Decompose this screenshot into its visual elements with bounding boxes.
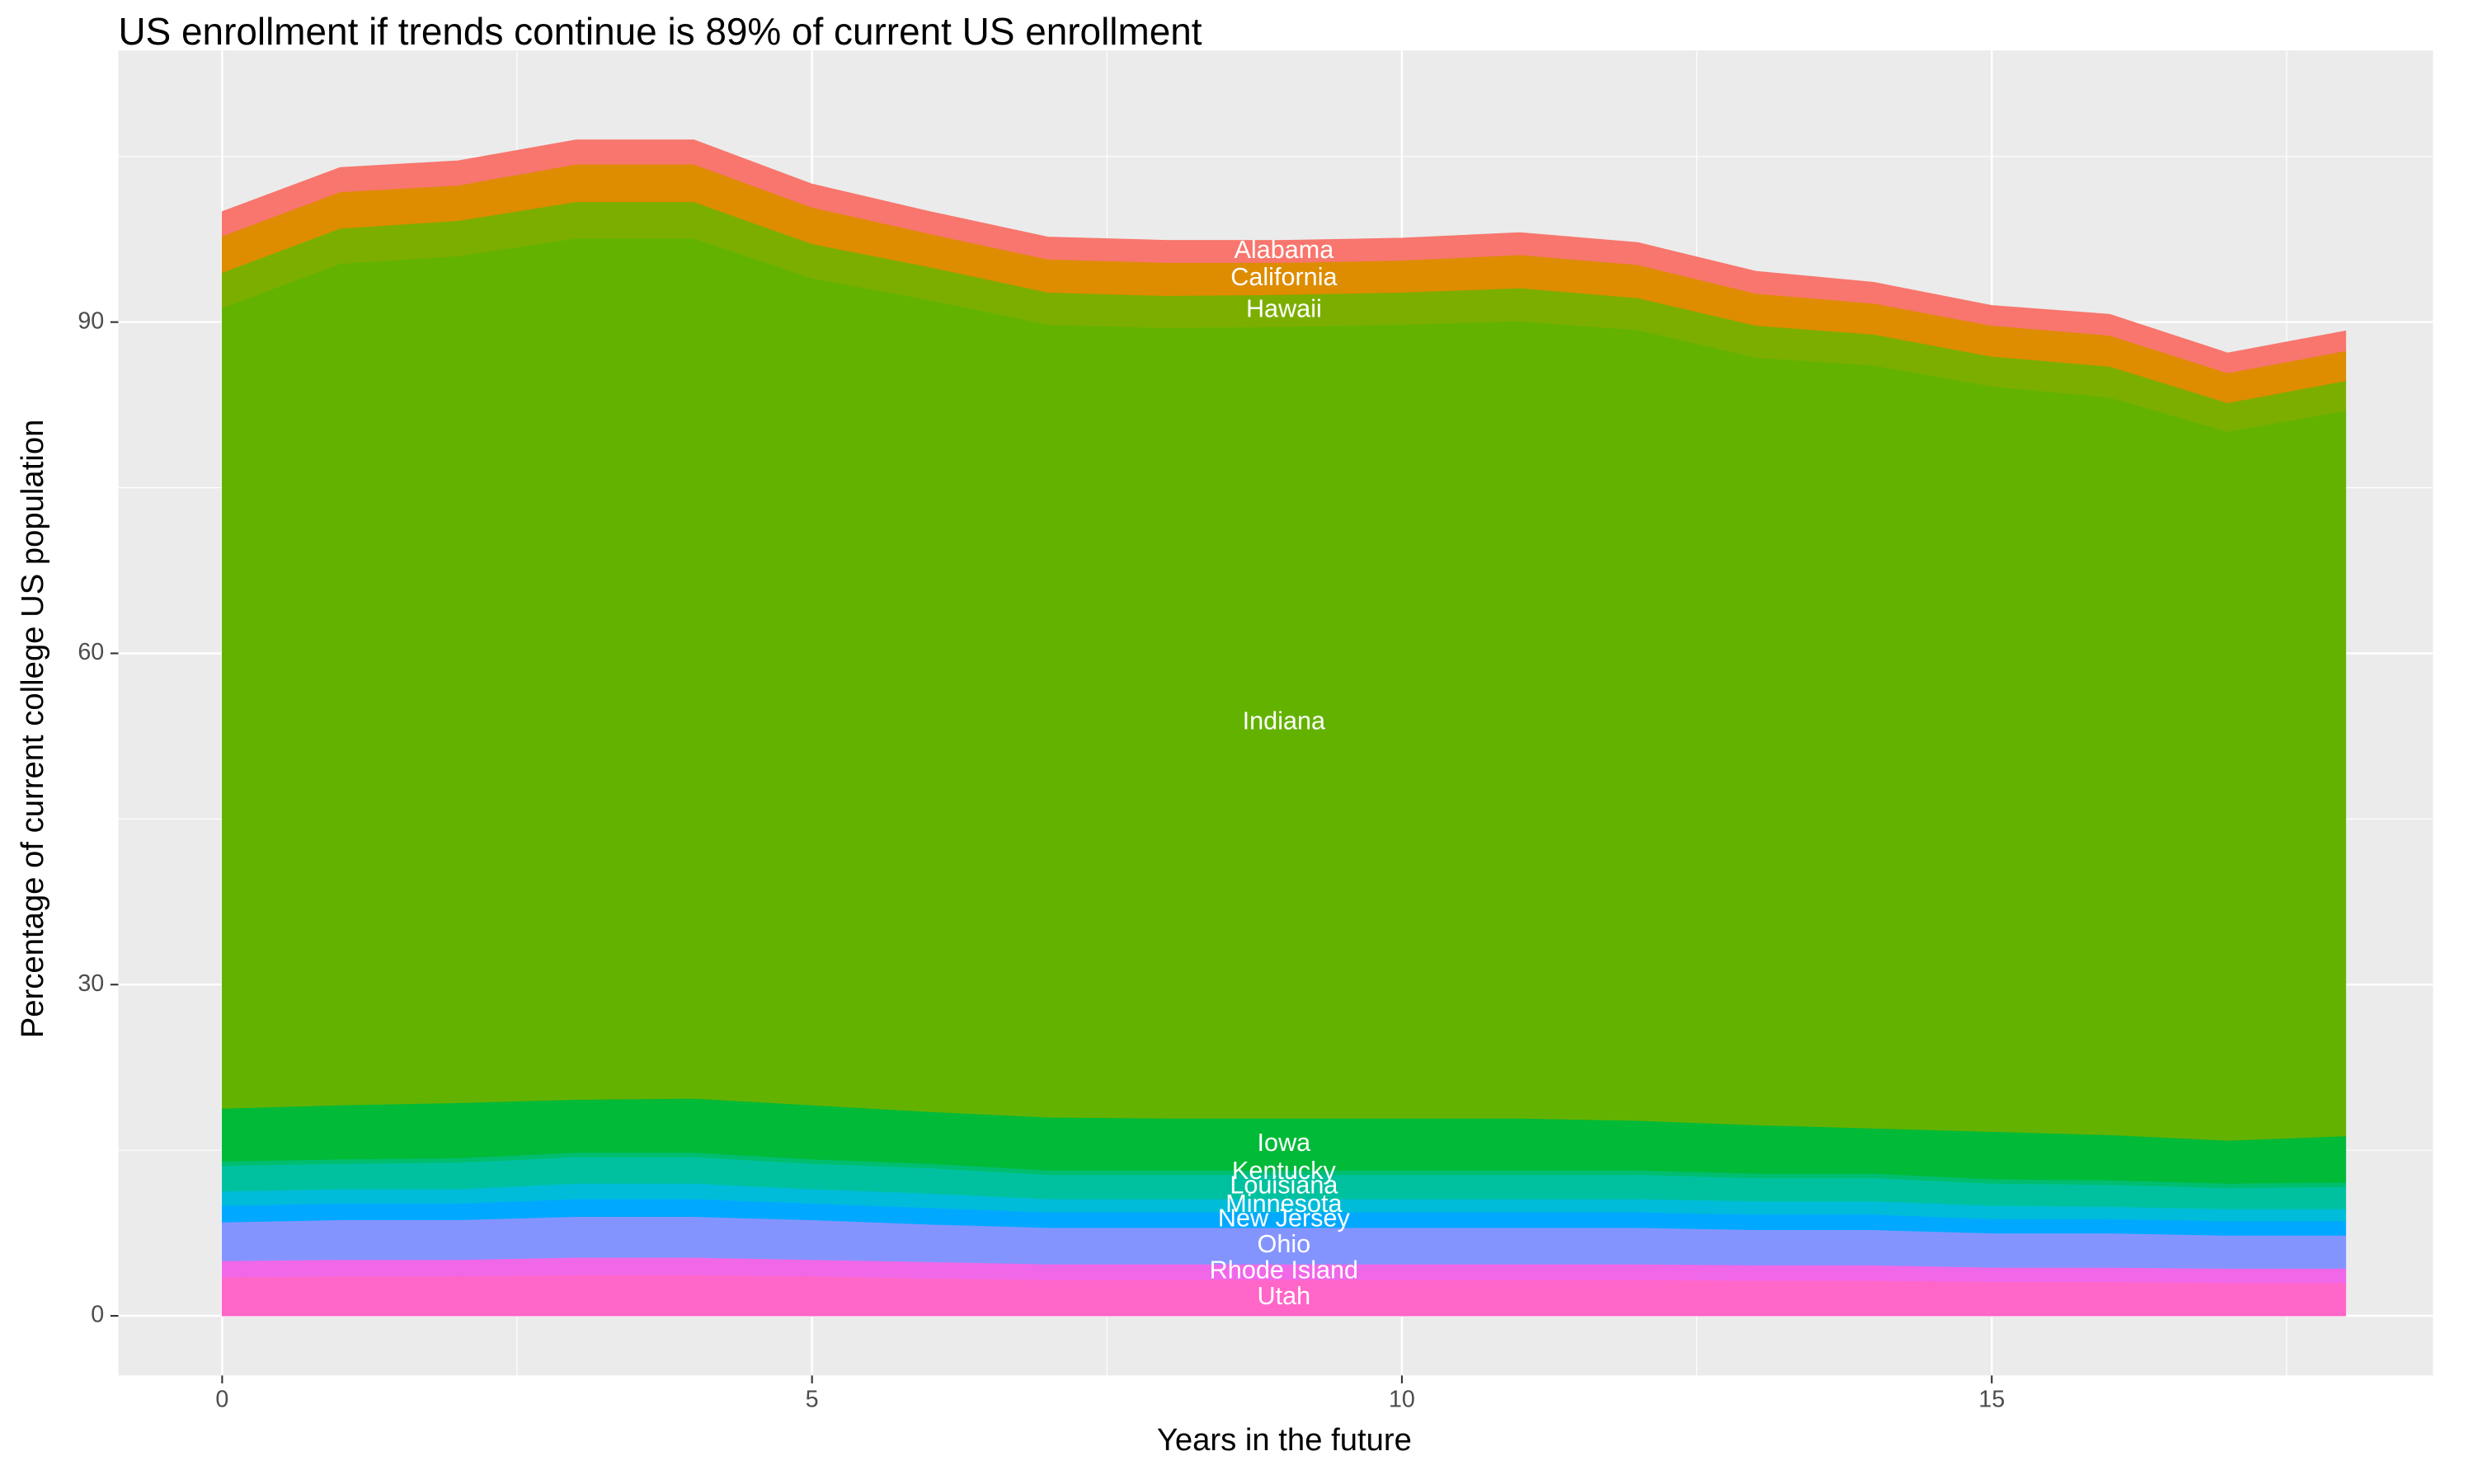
series-label: Rhode Island	[1210, 1256, 1358, 1284]
area	[221, 139, 2346, 373]
y-tick-label: 60	[78, 639, 104, 665]
x-tick-label: 15	[1978, 1387, 2005, 1413]
series-label: Indiana	[1243, 707, 1326, 735]
series-label: Alabama	[1234, 236, 1334, 264]
series-label: Iowa	[1258, 1129, 1312, 1157]
series-label: Louisiana	[1230, 1171, 1338, 1199]
x-tick-label: 0	[215, 1387, 228, 1413]
series-label: New Jersey	[1218, 1205, 1351, 1233]
y-tick-label: 0	[91, 1302, 104, 1328]
series-label: California	[1230, 263, 1338, 291]
x-tick-label: 10	[1389, 1387, 1415, 1413]
series-label: Hawaii	[1246, 295, 1322, 323]
series-label: Ohio	[1258, 1230, 1311, 1258]
x-tick-label: 5	[806, 1387, 819, 1413]
y-tick-label: 30	[78, 970, 104, 997]
chart-title: US enrollment if trends continue is 89% …	[118, 10, 1202, 53]
x-axis-label: Years in the future	[1157, 1422, 1412, 1458]
series-label: Utah	[1258, 1282, 1311, 1310]
y-axis-label: Percentage of current college US populat…	[15, 420, 50, 1039]
y-tick-label: 90	[78, 308, 104, 334]
series-label: Minnesota	[1225, 1190, 1343, 1218]
series-label: Kentucky	[1232, 1157, 1337, 1185]
